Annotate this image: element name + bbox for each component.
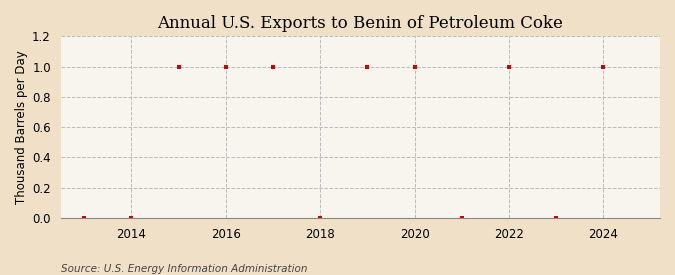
- Y-axis label: Thousand Barrels per Day: Thousand Barrels per Day: [15, 50, 28, 204]
- Title: Annual U.S. Exports to Benin of Petroleum Coke: Annual U.S. Exports to Benin of Petroleu…: [157, 15, 563, 32]
- Text: Source: U.S. Energy Information Administration: Source: U.S. Energy Information Administ…: [61, 264, 307, 274]
